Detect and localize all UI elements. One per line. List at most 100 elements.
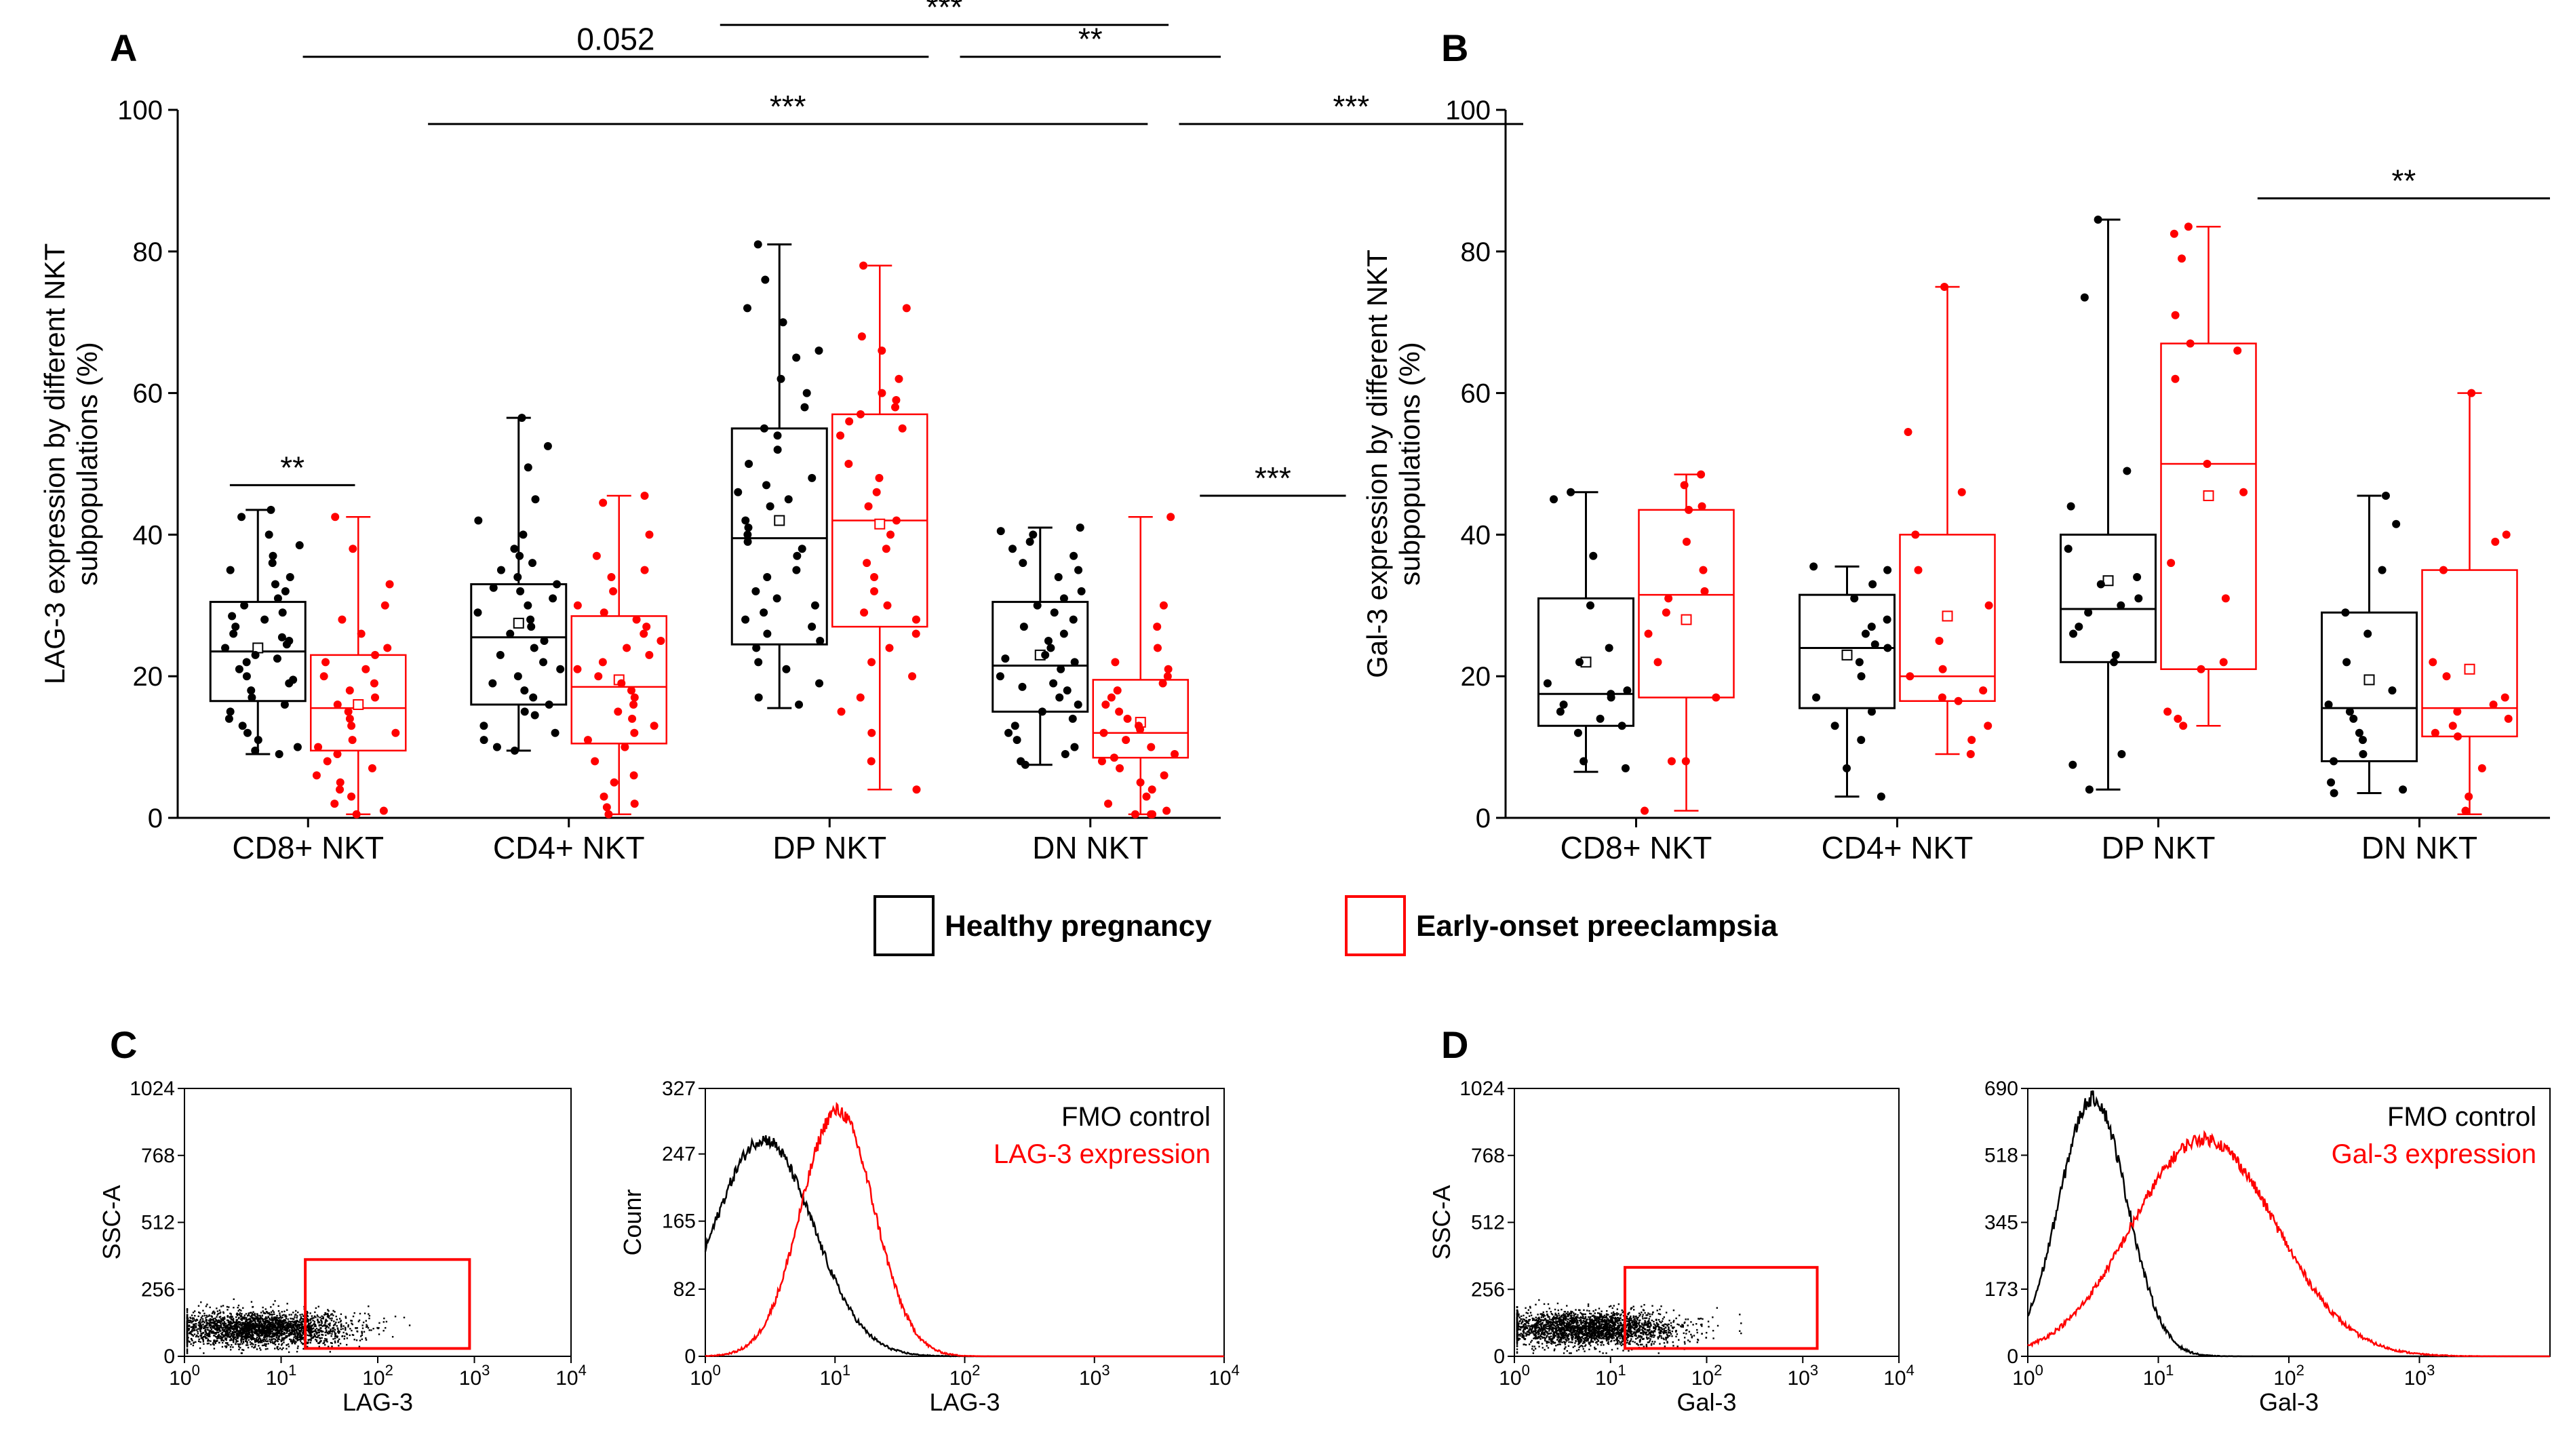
data-point: [1038, 707, 1046, 716]
event-cloud: [1516, 1299, 1742, 1354]
event-dot: [1682, 1326, 1684, 1328]
event-dot: [235, 1324, 237, 1326]
event-dot: [1556, 1321, 1558, 1323]
event-dot: [246, 1329, 248, 1331]
box-mean-marker: [774, 515, 785, 526]
event-dot: [1572, 1346, 1575, 1348]
event-dot: [1643, 1303, 1645, 1306]
event-dot: [1621, 1334, 1623, 1336]
event-dot: [370, 1329, 372, 1331]
event-dot: [229, 1321, 231, 1324]
event-dot: [246, 1330, 248, 1333]
event-dot: [206, 1316, 208, 1318]
data-point: [1662, 608, 1670, 617]
event-dot: [197, 1315, 199, 1318]
event-dot: [1548, 1307, 1550, 1310]
event-dot: [188, 1319, 190, 1322]
event-dot: [283, 1339, 285, 1341]
event-dot: [225, 1337, 228, 1339]
event-dot: [257, 1329, 259, 1331]
event-dot: [1571, 1326, 1573, 1329]
event-dot: [236, 1314, 239, 1316]
event-dot: [296, 1320, 298, 1323]
event-dot: [268, 1322, 271, 1324]
event-dot: [294, 1342, 296, 1344]
data-point: [745, 460, 753, 468]
data-point: [1940, 283, 1949, 291]
event-dot: [1552, 1324, 1555, 1326]
event-dot: [1671, 1335, 1673, 1337]
event-dot: [334, 1340, 336, 1343]
event-dot: [209, 1335, 211, 1337]
event-dot: [190, 1337, 193, 1340]
event-dot: [1577, 1322, 1579, 1324]
data-point: [1004, 728, 1013, 737]
event-dot: [1619, 1337, 1621, 1339]
event-dot: [202, 1339, 205, 1341]
data-point: [2399, 785, 2408, 794]
data-point: [2221, 594, 2230, 603]
y-tick-label: 1024: [130, 1078, 175, 1100]
event-dot: [281, 1326, 283, 1328]
event-dot: [258, 1320, 260, 1322]
event-dot: [247, 1326, 250, 1328]
event-dot: [327, 1345, 330, 1347]
data-point: [1575, 658, 1584, 667]
event-dot: [300, 1322, 303, 1324]
event-dot: [237, 1321, 239, 1323]
data-point: [2342, 658, 2351, 667]
event-dot: [256, 1316, 259, 1319]
event-dot: [319, 1341, 321, 1343]
event-dot: [315, 1307, 317, 1310]
event-dot: [1601, 1337, 1603, 1339]
event-dot: [1574, 1342, 1576, 1344]
data-point: [1979, 686, 1988, 695]
event-dot: [217, 1329, 219, 1331]
event-dot: [291, 1327, 293, 1330]
data-point: [1069, 615, 1078, 624]
event-dot: [288, 1320, 290, 1322]
data-point: [496, 566, 505, 574]
event-dot: [1542, 1322, 1544, 1324]
event-dot: [195, 1320, 197, 1322]
event-dot: [1540, 1326, 1543, 1329]
data-point: [1857, 672, 1866, 681]
event-dot: [1594, 1335, 1596, 1337]
event-dot: [1579, 1337, 1582, 1339]
event-dot: [260, 1312, 262, 1314]
event-dot: [352, 1315, 355, 1318]
event-dot: [193, 1323, 195, 1326]
event-dot: [286, 1331, 288, 1333]
data-point: [2431, 728, 2439, 737]
event-dot: [216, 1325, 218, 1327]
x-tick-exponent: 0: [192, 1362, 200, 1379]
event-dot: [322, 1324, 325, 1327]
event-dot: [298, 1321, 300, 1323]
event-dot: [1537, 1326, 1540, 1329]
event-dot: [1529, 1305, 1531, 1308]
event-dot: [372, 1328, 374, 1330]
data-point: [2330, 789, 2338, 798]
event-dot: [186, 1343, 189, 1346]
event-dot: [262, 1344, 265, 1346]
event-dot: [1603, 1335, 1605, 1337]
event-dot: [286, 1344, 288, 1346]
event-dot: [1613, 1337, 1615, 1339]
event-dot: [241, 1331, 244, 1334]
event-dot: [242, 1318, 244, 1320]
data-point: [629, 771, 638, 780]
event-dot: [289, 1329, 291, 1331]
event-dot: [218, 1324, 220, 1327]
event-dot: [1605, 1325, 1607, 1328]
event-dot: [261, 1333, 263, 1336]
event-dot: [229, 1331, 231, 1334]
event-dot: [193, 1317, 195, 1320]
data-point: [609, 587, 618, 595]
event-dot: [324, 1322, 326, 1324]
event-dot: [1573, 1322, 1575, 1324]
event-dot: [292, 1318, 295, 1320]
event-dot: [215, 1324, 218, 1326]
event-dot: [292, 1324, 294, 1327]
event-dot: [1658, 1336, 1660, 1338]
event-dot: [266, 1311, 269, 1314]
